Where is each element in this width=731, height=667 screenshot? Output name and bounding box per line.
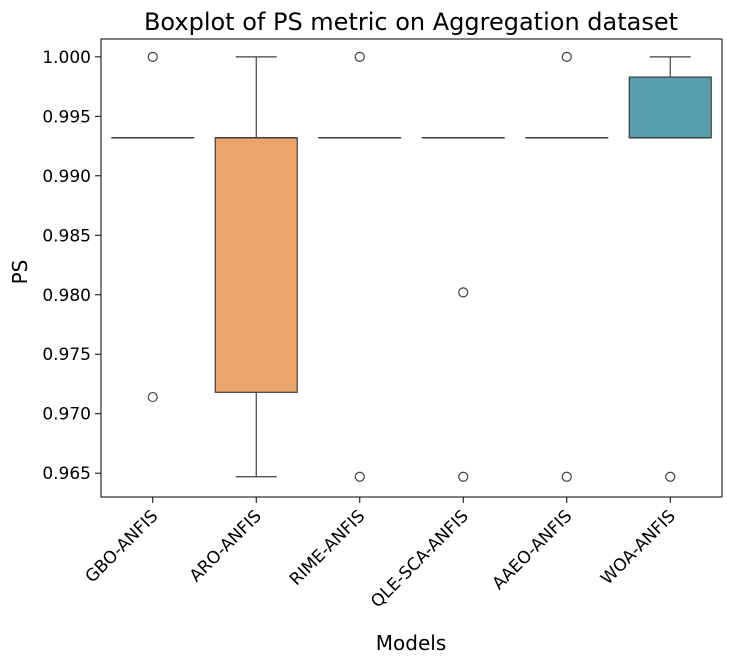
- x-tick-label: AAEO-ANFIS: [489, 506, 577, 594]
- y-tick-label: 0.970: [42, 405, 91, 425]
- box: [215, 138, 297, 393]
- outlier-point: [562, 52, 571, 61]
- box: [629, 77, 711, 138]
- outlier-point: [355, 52, 364, 61]
- outlier-point: [148, 52, 157, 61]
- x-tick-label: ARO-ANFIS: [186, 506, 266, 586]
- y-tick-label: 0.980: [42, 286, 91, 306]
- y-tick-label: 1.000: [42, 48, 91, 68]
- x-tick-label: WOA-ANFIS: [597, 506, 680, 589]
- outlier-point: [148, 393, 157, 402]
- y-tick-label: 0.995: [42, 107, 91, 127]
- y-axis-label: PS: [8, 260, 32, 285]
- outlier-point: [459, 472, 468, 481]
- outlier-point: [355, 472, 364, 481]
- x-tick-label: GBO-ANFIS: [82, 506, 163, 587]
- chart-title: Boxplot of PS metric on Aggregation data…: [144, 8, 678, 36]
- outlier-point: [666, 472, 675, 481]
- y-tick-label: 0.975: [42, 345, 91, 365]
- x-axis-label: Models: [376, 631, 446, 655]
- x-tick-label: QLE-SCA-ANFIS: [367, 506, 473, 612]
- outlier-point: [459, 288, 468, 297]
- outlier-point: [562, 472, 571, 481]
- x-tick-label: RIME-ANFIS: [286, 506, 369, 589]
- y-tick-label: 0.985: [42, 226, 91, 246]
- plot-area: 0.965 0.970 0.975 0.980 0.985 0.990 0.995 1.000…: [42, 48, 711, 612]
- y-tick-label: 0.990: [42, 167, 91, 187]
- y-tick-label: 0.965: [42, 464, 91, 484]
